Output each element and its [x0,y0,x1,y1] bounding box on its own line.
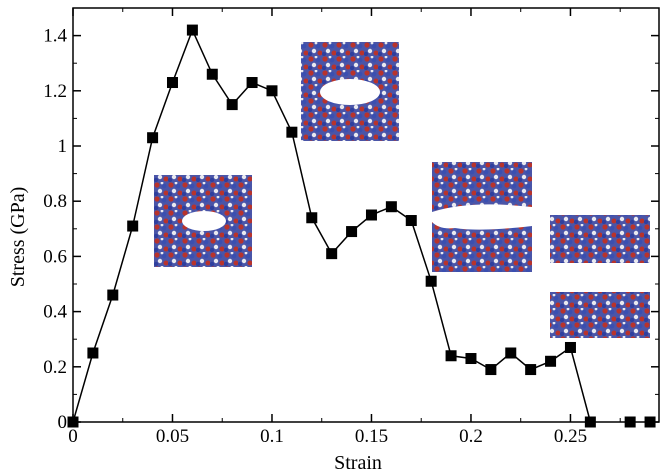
data-point-marker [87,347,99,359]
data-point-marker [166,77,178,89]
y-tick-label: 0.2 [43,357,67,378]
data-point-marker [346,226,358,238]
data-point-marker [266,85,278,97]
data-point-marker [326,248,338,260]
y-tick-label: 0.8 [43,191,67,212]
y-axis-title: Stress (GPa) [7,187,29,288]
data-point-marker [186,24,198,36]
x-tick-label: 0.25 [554,426,587,447]
y-tick-label: 1 [58,136,68,157]
x-tick-label: 0.2 [459,426,483,447]
data-point-marker [67,416,79,428]
data-point-marker [525,364,537,376]
data-point-marker [127,220,139,232]
molecular-snapshot-insets [154,42,650,338]
y-tick-label: 1.4 [43,26,67,47]
molecular-snapshot-crack-propagating-icon [432,162,532,272]
data-point-marker [584,416,596,428]
x-tick-label: 0.05 [156,426,189,447]
x-tick-label: 0 [68,426,78,447]
plot-frame [72,7,660,423]
axis-ticks [72,7,659,423]
data-point-marker [644,416,656,428]
data-point-marker [206,68,218,80]
y-tick-label: 0 [58,412,68,433]
data-point-marker [246,77,258,89]
x-tick-label: 0.1 [260,426,284,447]
x-tick-label: 0.15 [355,426,388,447]
data-point-marker [624,416,636,428]
data-point-marker [286,126,298,138]
data-point-marker [107,289,119,301]
axis-tick-labels: 0 0.05 0.1 0.15 0.2 0.25 0 0.2 0.4 0.6 0.8 1 1.2 1.4 [43,26,587,447]
data-point-marker [147,132,159,144]
data-point-marker [505,347,517,359]
plot-border [72,7,660,423]
data-point-marker [385,201,397,213]
y-tick-label: 0.6 [43,246,67,267]
data-point-marker [405,215,417,227]
data-point-marker [564,341,576,353]
data-point-marker [545,355,557,367]
data-point-marker [445,350,457,362]
data-point-marker [306,212,318,224]
data-point-marker [365,209,377,221]
data-point-marker [485,364,497,376]
molecular-snapshot-fully-separated-icon [550,215,650,338]
molecular-snapshot-small-void-icon [154,175,252,267]
y-tick-label: 1.2 [43,81,67,102]
data-point-marker [425,275,437,287]
y-tick-label: 0.4 [43,302,67,323]
x-axis-title: Strain [334,452,382,472]
data-point-marker [226,99,238,111]
data-series [67,24,656,428]
data-point-marker [465,353,477,365]
molecular-snapshot-elliptical-void-icon [301,42,399,141]
